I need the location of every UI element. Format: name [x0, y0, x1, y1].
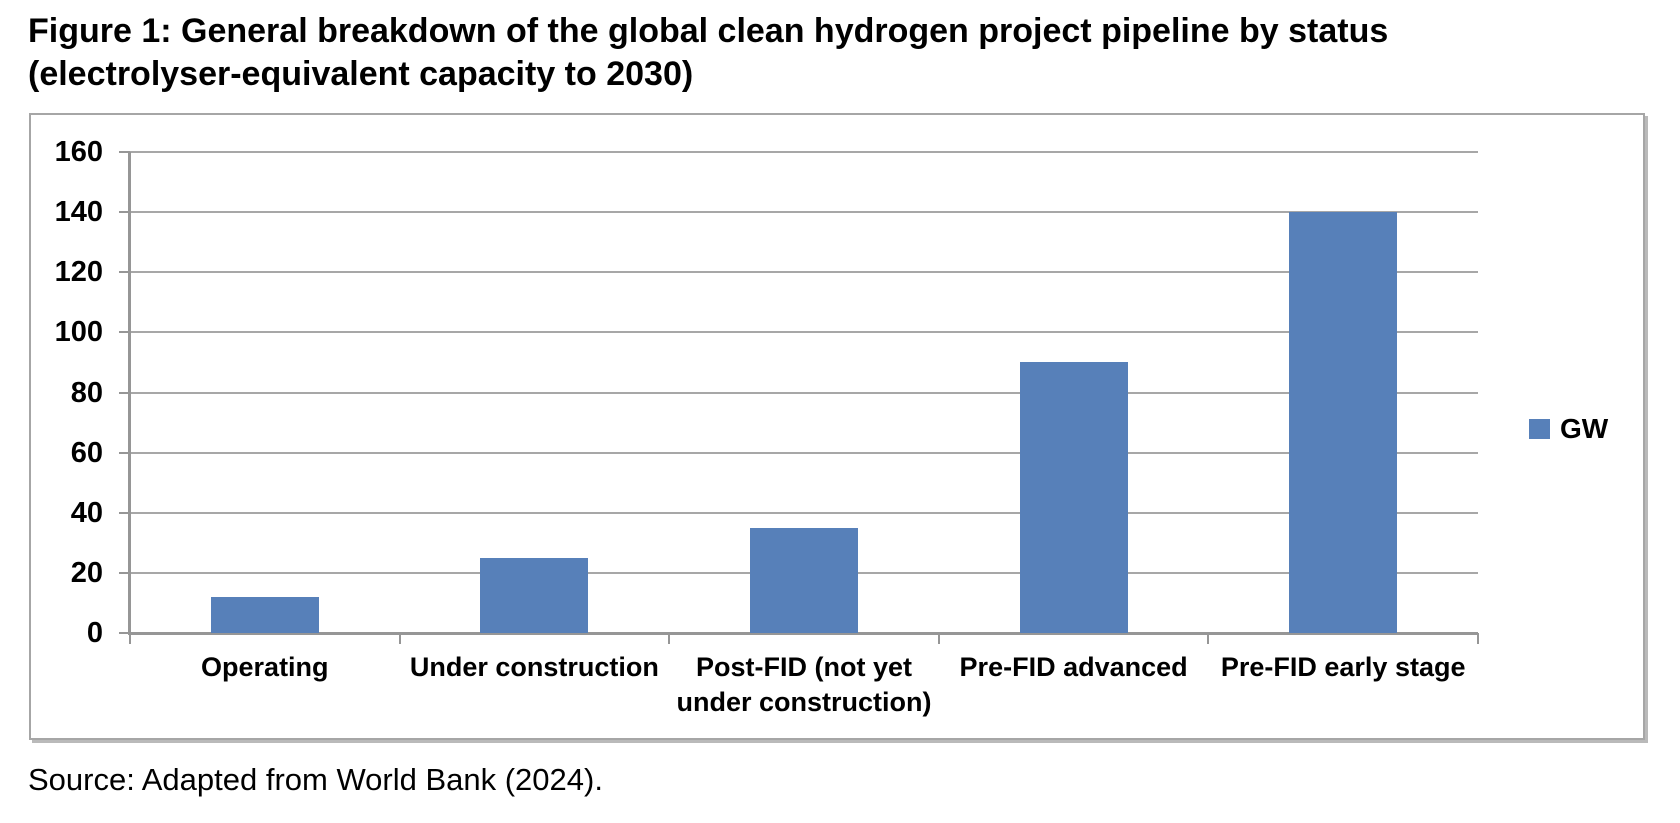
x-axis-label: Under construction: [409, 652, 659, 682]
y-axis-label: 100: [54, 316, 103, 349]
gridline: [130, 151, 1478, 153]
y-axis-label: 120: [54, 256, 103, 289]
x-axis-label: Operating: [201, 652, 329, 682]
bar-operating: [210, 596, 319, 633]
x-axis-label: Pre-FID advanced: [959, 652, 1188, 682]
gridline: [130, 271, 1478, 274]
legend-swatch-icon: [1529, 419, 1550, 439]
y-tick: [119, 331, 130, 334]
y-tick: [119, 271, 130, 274]
y-tick: [119, 211, 130, 214]
x-axis-tick: [1207, 633, 1210, 644]
gridline: [130, 211, 1478, 214]
bar-pre-fid-advanced: [1019, 362, 1128, 633]
x-axis-tick: [129, 633, 131, 644]
chart-frame: GW 0 20 40 60 80 100 120 140 160 Operating Under c…: [29, 113, 1645, 740]
y-axis-label: 60: [70, 436, 103, 469]
chart-legend: GW: [1529, 411, 1608, 447]
y-tick: [119, 571, 130, 574]
gridline: [130, 391, 1478, 394]
y-tick: [119, 511, 130, 514]
bar-post-fid-not-yet-under-construction: [750, 527, 858, 633]
y-axis-line: [128, 152, 131, 633]
y-tick: [119, 632, 130, 634]
x-axis-label: Pre-FID early stage: [1220, 652, 1466, 682]
x-axis-line: [128, 632, 1478, 635]
gridline: [130, 451, 1478, 454]
y-axis-label: 40: [70, 496, 103, 529]
gridline: [130, 511, 1478, 514]
x-axis-label: Post-FID (not yet under construction): [676, 652, 932, 717]
legend-label: GW: [1560, 413, 1609, 444]
y-axis-label: 140: [54, 196, 103, 229]
y-tick: [119, 451, 130, 454]
y-axis-label: 0: [86, 617, 103, 649]
figure-title: Figure 1: General breakdown of the globa…: [28, 12, 1389, 93]
y-tick: [119, 151, 130, 153]
y-axis-label: 20: [70, 556, 103, 589]
y-tick: [119, 391, 130, 394]
y-axis-label: 160: [54, 136, 103, 168]
x-axis-tick: [937, 633, 940, 644]
x-axis-tick: [1477, 633, 1479, 644]
source-note: Source: Adapted from World Bank (2024).: [28, 762, 603, 797]
bar-under-construction: [480, 557, 589, 633]
bar-pre-fid-early-stage: [1289, 212, 1398, 633]
y-axis-label: 80: [70, 376, 103, 409]
x-axis-tick: [398, 633, 401, 644]
gridline: [130, 331, 1478, 334]
x-axis-tick: [668, 633, 671, 644]
